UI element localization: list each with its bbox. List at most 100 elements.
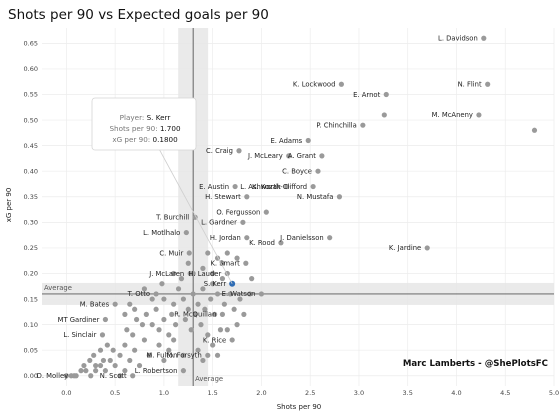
data-point bbox=[205, 332, 211, 338]
data-point bbox=[200, 265, 206, 271]
data-point bbox=[258, 291, 265, 297]
x-tick-label: 0.5 bbox=[110, 389, 120, 397]
data-point bbox=[171, 270, 177, 277]
data-point bbox=[190, 291, 196, 297]
y-tick-label: 0.00 bbox=[24, 372, 38, 380]
data-point bbox=[149, 296, 155, 302]
data-point bbox=[234, 322, 240, 328]
point-label: S. Kerr bbox=[204, 280, 227, 288]
data-point bbox=[360, 122, 366, 128]
data-point bbox=[249, 276, 255, 282]
data-point bbox=[122, 368, 128, 374]
data-point bbox=[187, 270, 193, 277]
data-point bbox=[202, 306, 208, 312]
data-point bbox=[97, 362, 104, 369]
data-point bbox=[200, 286, 206, 292]
point-label: H. Lauder bbox=[188, 270, 221, 278]
data-point bbox=[383, 91, 389, 98]
data-point bbox=[237, 296, 243, 302]
point-label: O. Fergusson bbox=[216, 208, 260, 216]
point-label: D. Molley bbox=[37, 372, 69, 380]
data-point bbox=[182, 316, 188, 323]
data-point bbox=[130, 332, 136, 338]
tooltip-xg-label: xG per 90: bbox=[112, 135, 150, 144]
data-point bbox=[97, 347, 104, 353]
data-point bbox=[244, 235, 250, 241]
data-point bbox=[381, 112, 387, 118]
data-point bbox=[87, 357, 93, 364]
data-point bbox=[247, 291, 253, 297]
data-point bbox=[208, 296, 214, 302]
data-point bbox=[81, 362, 87, 369]
data-point bbox=[243, 260, 249, 266]
data-point bbox=[156, 327, 162, 333]
x-tick-label: 2.0 bbox=[256, 389, 266, 397]
point-label: J. McLeary bbox=[247, 152, 283, 160]
point-label: K. Jardine bbox=[389, 244, 421, 252]
average-label-vertical: Average bbox=[195, 375, 223, 383]
tooltip: Player: S. Kerr Shots per 90: 1.700 xG p… bbox=[91, 97, 233, 284]
point-label: E. Austin bbox=[199, 183, 229, 191]
data-point bbox=[104, 342, 110, 348]
data-point bbox=[117, 373, 123, 379]
data-point bbox=[117, 352, 123, 358]
data-point bbox=[91, 352, 97, 358]
data-point bbox=[180, 296, 187, 302]
data-point bbox=[424, 245, 430, 251]
data-point bbox=[171, 301, 177, 307]
data-point bbox=[219, 276, 226, 282]
data-point bbox=[161, 316, 167, 323]
data-point bbox=[485, 81, 491, 87]
credit-text: Marc Lamberts - @ShePlotsFC bbox=[403, 359, 548, 369]
point-label: M. Bates bbox=[80, 300, 110, 308]
data-point bbox=[175, 286, 182, 292]
data-point bbox=[234, 255, 240, 261]
data-point bbox=[153, 306, 159, 312]
x-tick-label: 0.0 bbox=[61, 389, 71, 397]
data-point bbox=[99, 332, 106, 338]
data-point bbox=[110, 347, 116, 353]
data-point bbox=[227, 291, 233, 297]
data-point bbox=[198, 322, 204, 328]
data-point bbox=[192, 311, 198, 317]
data-point bbox=[210, 342, 216, 348]
data-point bbox=[319, 153, 325, 159]
x-tick-label: 3.5 bbox=[403, 389, 413, 397]
data-point bbox=[112, 362, 118, 369]
point-label: C. Boyce bbox=[282, 168, 312, 176]
x-axis-label: Shots per 90 bbox=[277, 403, 322, 411]
data-point bbox=[127, 357, 133, 364]
point-label: K. Rice bbox=[203, 336, 226, 344]
tooltip-player-value: S. Kerr bbox=[147, 113, 171, 122]
data-point bbox=[185, 260, 191, 266]
data-point bbox=[315, 168, 321, 174]
tooltip-box bbox=[91, 97, 197, 151]
data-point bbox=[156, 342, 162, 348]
data-point bbox=[132, 306, 138, 312]
point-label: MT Gardiner bbox=[58, 316, 100, 324]
data-point bbox=[241, 311, 247, 317]
x-tick-label: 3.0 bbox=[354, 389, 364, 397]
data-point bbox=[102, 368, 108, 374]
data-point bbox=[476, 112, 482, 118]
point-label: H. Jordan bbox=[210, 234, 241, 242]
point-label: L. Motlhalo bbox=[143, 229, 180, 237]
data-point bbox=[153, 291, 159, 297]
point-label: M. Fulton bbox=[146, 352, 177, 360]
y-tick-label: 0.50 bbox=[24, 116, 38, 124]
data-point bbox=[229, 337, 235, 343]
point-label: A. Grant bbox=[288, 152, 316, 160]
point-label: N. Mustafa bbox=[297, 193, 334, 201]
data-point bbox=[231, 306, 237, 312]
data-point bbox=[180, 368, 187, 374]
point-labels: L. Davidson N. Flint M. McAneny K. Lockwood… bbox=[37, 35, 482, 381]
tooltip-shots-label: Shots per 90: bbox=[109, 124, 157, 133]
data-point bbox=[127, 301, 133, 307]
data-point bbox=[159, 281, 165, 287]
data-point bbox=[107, 357, 113, 364]
data-point bbox=[130, 373, 136, 379]
data-point bbox=[139, 322, 146, 328]
point-label: L. Robertson bbox=[135, 367, 178, 375]
data-point bbox=[169, 311, 175, 317]
tooltip-shots-value: 1.700 bbox=[160, 124, 181, 133]
